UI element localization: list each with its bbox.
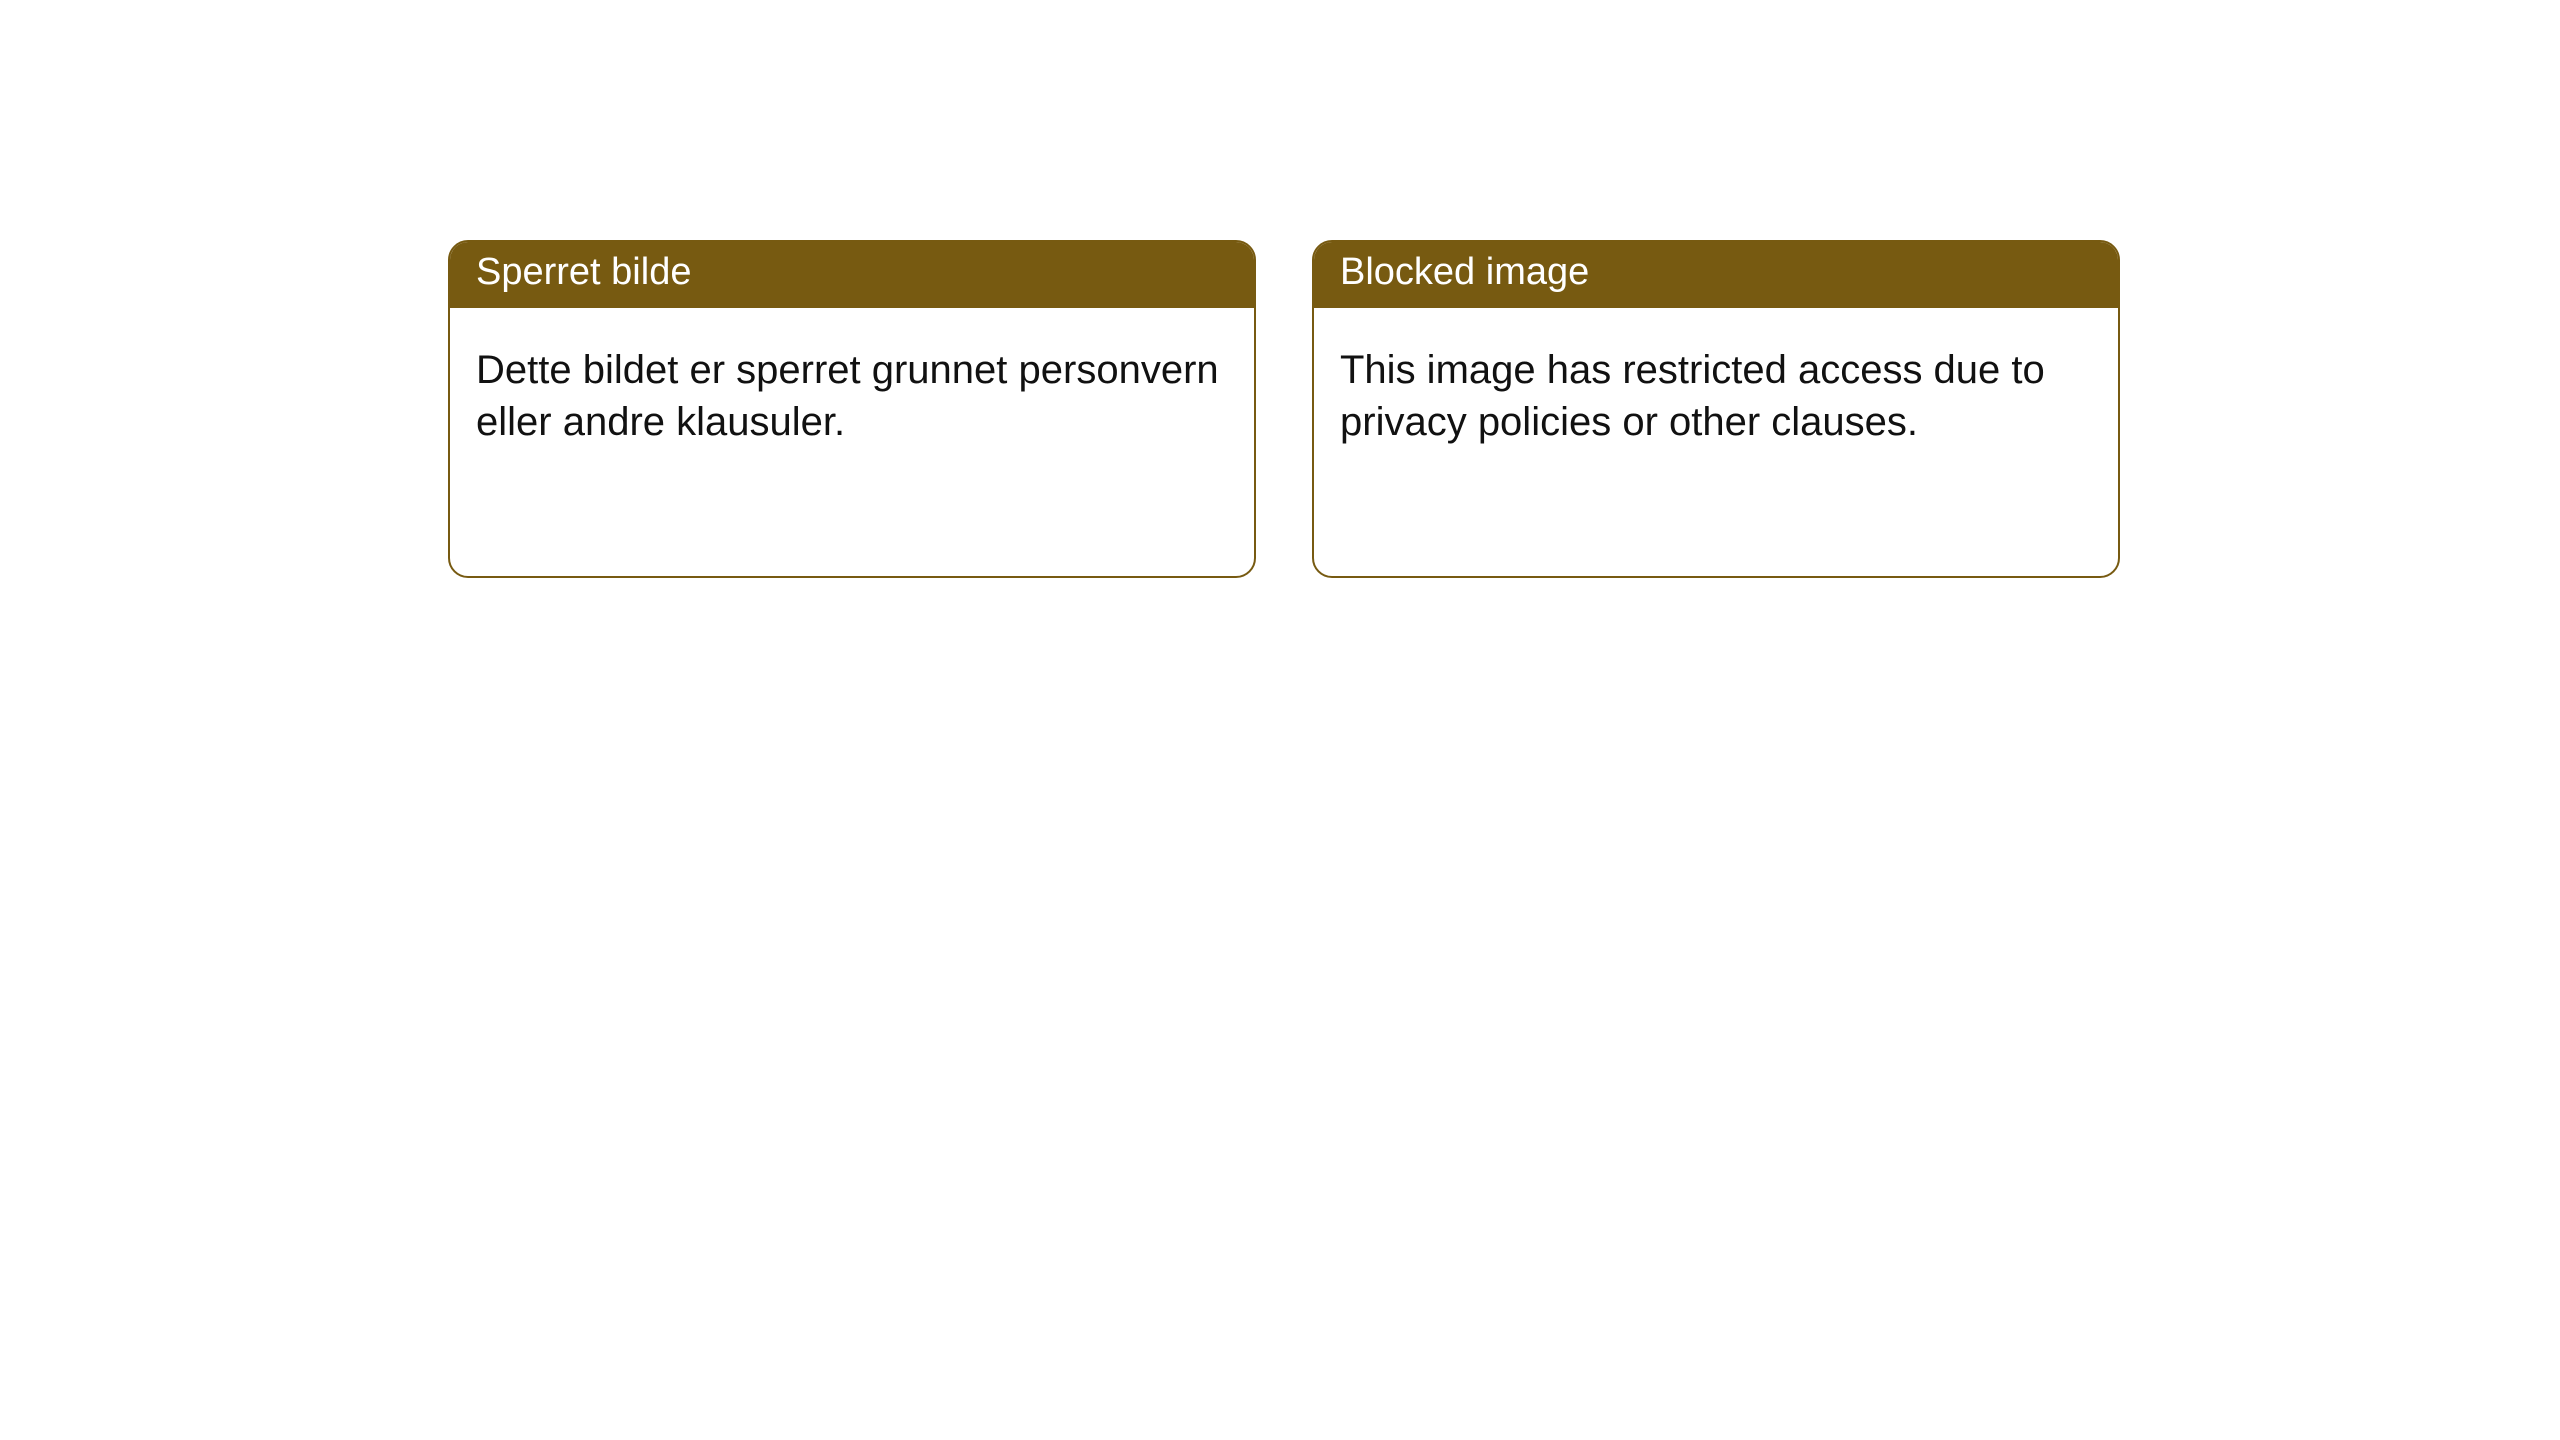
notice-title-no: Sperret bilde bbox=[450, 242, 1254, 308]
notice-container: Sperret bilde Dette bildet er sperret gr… bbox=[448, 240, 2120, 578]
notice-body-no: Dette bildet er sperret grunnet personve… bbox=[450, 308, 1254, 474]
notice-panel-en: Blocked image This image has restricted … bbox=[1312, 240, 2120, 578]
notice-body-en: This image has restricted access due to … bbox=[1314, 308, 2118, 474]
notice-title-en: Blocked image bbox=[1314, 242, 2118, 308]
notice-panel-no: Sperret bilde Dette bildet er sperret gr… bbox=[448, 240, 1256, 578]
